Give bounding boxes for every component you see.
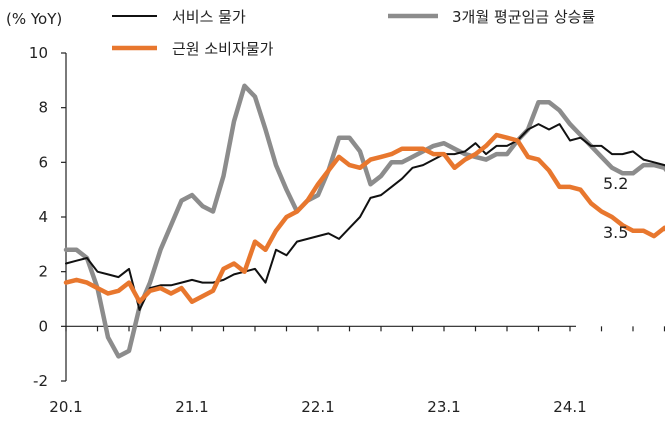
y-tick-label: 10	[29, 44, 48, 62]
y-tick-label: 2	[38, 263, 48, 281]
y-tick-label: 6	[38, 153, 48, 171]
x-tick-label: 23.1	[427, 398, 460, 416]
legend-label-1: 3개월 평균임금 상승률	[452, 8, 595, 26]
end-label-0: 5.2	[603, 174, 628, 193]
series-group	[63, 83, 665, 359]
axes: -2 0 2 4 6 8 10 20.1 21.1 22.1 23.1 24.1	[29, 44, 665, 416]
end-label-2: 3.5	[603, 223, 628, 242]
x-tick-label: 21.1	[175, 398, 208, 416]
y-tick-label: 0	[38, 317, 48, 335]
x-tick-label: 24.1	[553, 398, 586, 416]
y-unit-label: (% YoY)	[6, 10, 62, 28]
x-tick-label: 22.1	[301, 398, 334, 416]
y-tick-label: -2	[33, 372, 48, 390]
series-line-0	[65, 123, 665, 311]
y-tick-label: 8	[38, 99, 48, 117]
series-line-1	[63, 83, 665, 359]
end-labels: 5.2 3.5	[603, 174, 628, 242]
series-line-2	[63, 132, 665, 304]
legend-label-2: 근원 소비자물가	[172, 40, 274, 58]
x-tick-label: 20.1	[49, 398, 82, 416]
legend-label-0: 서비스 물가	[172, 8, 246, 26]
y-tick-label: 4	[38, 208, 48, 226]
